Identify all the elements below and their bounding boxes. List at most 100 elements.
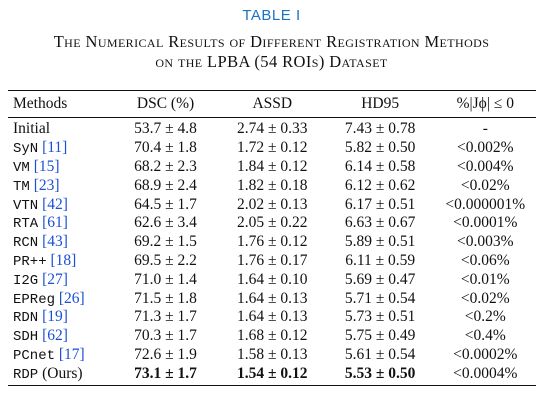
assd-cell: 1.72 ± 0.12 — [237, 139, 308, 157]
jacobian-cell: <0.02% — [460, 289, 510, 307]
method-name: PCnet — [13, 347, 56, 364]
jacobian-cell: <0.06% — [460, 251, 510, 269]
table-row: EPReg [26] 71.5 ± 1.8 1.64 ± 0.13 5.71 ± 0.… — [8, 289, 536, 308]
method-name: VM — [13, 159, 30, 176]
method-name: RCN — [13, 235, 39, 252]
citation-link[interactable]: [19] — [42, 308, 68, 326]
table-row: SDH [62] 70.3 ± 1.7 1.68 ± 0.12 5.75 ± 0.49… — [8, 327, 536, 346]
header-jacobian: %|Jϕ| ≤ 0 — [456, 95, 514, 112]
header-row: Methods DSC (%) ASSD HD95 %|Jϕ| ≤ 0 — [8, 91, 536, 117]
citation-link[interactable]: [26] — [58, 289, 85, 307]
header-methods: Methods — [13, 95, 68, 112]
method-cell: RDP (Ours) — [8, 364, 112, 383]
caption-line-1: The Numerical Results of Different Regis… — [53, 32, 490, 51]
dsc-cell: 71.3 ± 1.7 — [134, 308, 197, 326]
citation-link[interactable]: [43] — [42, 233, 68, 251]
dsc-cell: 68.9 ± 2.4 — [134, 176, 197, 194]
dsc-cell: 68.2 ± 2.3 — [134, 157, 197, 175]
citation-link[interactable]: [62] — [42, 327, 68, 345]
method-cell: PR++ [18] — [8, 252, 112, 271]
dsc-cell: 69.5 ± 2.2 — [134, 251, 197, 269]
method-cell: Initial — [8, 117, 112, 139]
hd95-cell: 6.63 ± 0.67 — [344, 214, 416, 232]
table-row: RDP (Ours) 73.1 ± 1.7 1.54 ± 0.12 5.53 ± 0.… — [8, 364, 536, 383]
dsc-cell: 62.6 ± 3.4 — [134, 214, 197, 232]
method-cell: PCnet [17] — [8, 346, 112, 365]
table-label: TABLE I — [242, 7, 301, 24]
hd95-cell: 5.69 ± 0.47 — [344, 270, 416, 288]
assd-cell: 1.64 ± 0.13 — [237, 289, 308, 307]
table-row: TM [23] 68.9 ± 2.4 1.82 ± 0.18 6.12 ± 0.62 <… — [8, 176, 536, 195]
jacobian-cell: <0.000001% — [445, 195, 526, 213]
method-name: TM — [13, 178, 30, 195]
jacobian-cell: <0.002% — [457, 139, 514, 157]
method-cell: RDN [19] — [8, 308, 112, 327]
method-name: I2G — [13, 272, 39, 289]
method-cell: RCN [43] — [8, 233, 112, 252]
citation-link[interactable]: [18] — [50, 251, 77, 269]
citation-link[interactable]: [17] — [58, 345, 85, 363]
jacobian-cell: <0.02% — [460, 176, 510, 194]
header-assd: ASSD — [252, 95, 293, 112]
top-rule — [8, 90, 536, 92]
table-caption: The Numerical Results of Different Regis… — [0, 32, 543, 72]
caption-line-2: on the LPBA (54 ROIs) Dataset — [155, 52, 388, 71]
hd95-cell: 6.12 ± 0.62 — [344, 176, 416, 194]
results-table: Methods DSC (%) ASSD HD95 %|Jϕ| ≤ 0 Init… — [8, 91, 536, 383]
citation-link[interactable]: [15] — [33, 157, 60, 175]
assd-cell: 1.76 ± 0.12 — [237, 233, 308, 251]
citation-link[interactable]: [11] — [42, 139, 68, 157]
dsc-cell: 53.7 ± 4.8 — [134, 120, 197, 138]
method-name: VTN — [13, 197, 39, 214]
dsc-cell: 64.5 ± 1.7 — [134, 195, 197, 213]
table-row: I2G [27] 71.0 ± 1.4 1.64 ± 0.10 5.69 ± 0.47… — [8, 270, 536, 289]
dsc-cell: 71.5 ± 1.8 — [134, 289, 197, 307]
assd-cell: 2.02 ± 0.13 — [237, 195, 308, 213]
header-dsc: DSC (%) — [136, 95, 195, 112]
method-name: SDH — [13, 329, 39, 346]
dsc-cell: 71.0 ± 1.4 — [134, 270, 197, 288]
table-row: RCN [43] 69.2 ± 1.5 1.76 ± 0.12 5.89 ± 0.51… — [8, 233, 536, 252]
method-name: Initial — [13, 120, 51, 138]
table-row: VTN [42] 64.5 ± 1.7 2.02 ± 0.13 6.17 ± 0.51… — [8, 195, 536, 214]
jacobian-cell: <0.01% — [460, 270, 510, 288]
table-body: Initial 53.7 ± 4.8 2.74 ± 0.33 7.43 ± 0.78 -… — [8, 117, 536, 383]
method-cell: SyN [11] — [8, 139, 112, 158]
table-row: VM [15] 68.2 ± 2.3 1.84 ± 0.12 6.14 ± 0.58 <… — [8, 158, 536, 177]
assd-cell: 1.76 ± 0.17 — [237, 251, 308, 269]
method-name: PR++ — [13, 253, 47, 270]
assd-cell: 2.05 ± 0.22 — [237, 214, 308, 232]
assd-cell: 1.58 ± 0.13 — [237, 345, 308, 363]
citation-link[interactable]: [27] — [42, 270, 68, 288]
method-cell: SDH [62] — [8, 327, 112, 346]
hd95-cell: 6.14 ± 0.58 — [344, 157, 416, 175]
dsc-cell: 70.3 ± 1.7 — [134, 327, 197, 345]
citation-link[interactable]: [61] — [42, 214, 68, 232]
hd95-cell: 6.17 ± 0.51 — [344, 195, 416, 213]
ours-label: (Ours) — [42, 364, 83, 382]
hd95-cell: 5.53 ± 0.50 — [344, 364, 416, 382]
method-name: RDP — [13, 366, 39, 383]
assd-cell: 2.74 ± 0.33 — [237, 120, 308, 138]
hd95-cell: 5.82 ± 0.50 — [344, 139, 416, 157]
citation-link[interactable]: [42] — [42, 195, 68, 213]
assd-cell: 1.64 ± 0.13 — [237, 308, 308, 326]
citation-link[interactable]: [23] — [33, 176, 60, 194]
table-row: PR++ [18] 69.5 ± 2.2 1.76 ± 0.17 6.11 ± 0.5… — [8, 252, 536, 271]
jacobian-cell: <0.2% — [464, 308, 506, 326]
jacobian-cell: - — [482, 120, 488, 138]
hd95-cell: 5.73 ± 0.51 — [344, 308, 416, 326]
method-cell: RTA [61] — [8, 214, 112, 233]
method-name: RTA — [13, 216, 39, 233]
method-name: EPReg — [13, 291, 56, 308]
dsc-cell: 72.6 ± 1.9 — [134, 345, 197, 363]
hd95-cell: 5.89 ± 0.51 — [344, 233, 416, 251]
method-cell: EPReg [26] — [8, 289, 112, 308]
hd95-cell: 5.71 ± 0.54 — [344, 289, 416, 307]
jacobian-cell: <0.004% — [457, 157, 514, 175]
hd95-cell: 6.11 ± 0.59 — [345, 251, 416, 269]
table-row: PCnet [17] 72.6 ± 1.9 1.58 ± 0.13 5.61 ± 0.… — [8, 346, 536, 365]
method-cell: TM [23] — [8, 176, 112, 195]
table-row: RDN [19] 71.3 ± 1.7 1.64 ± 0.13 5.73 ± 0.51… — [8, 308, 536, 327]
method-name: RDN — [13, 310, 39, 327]
